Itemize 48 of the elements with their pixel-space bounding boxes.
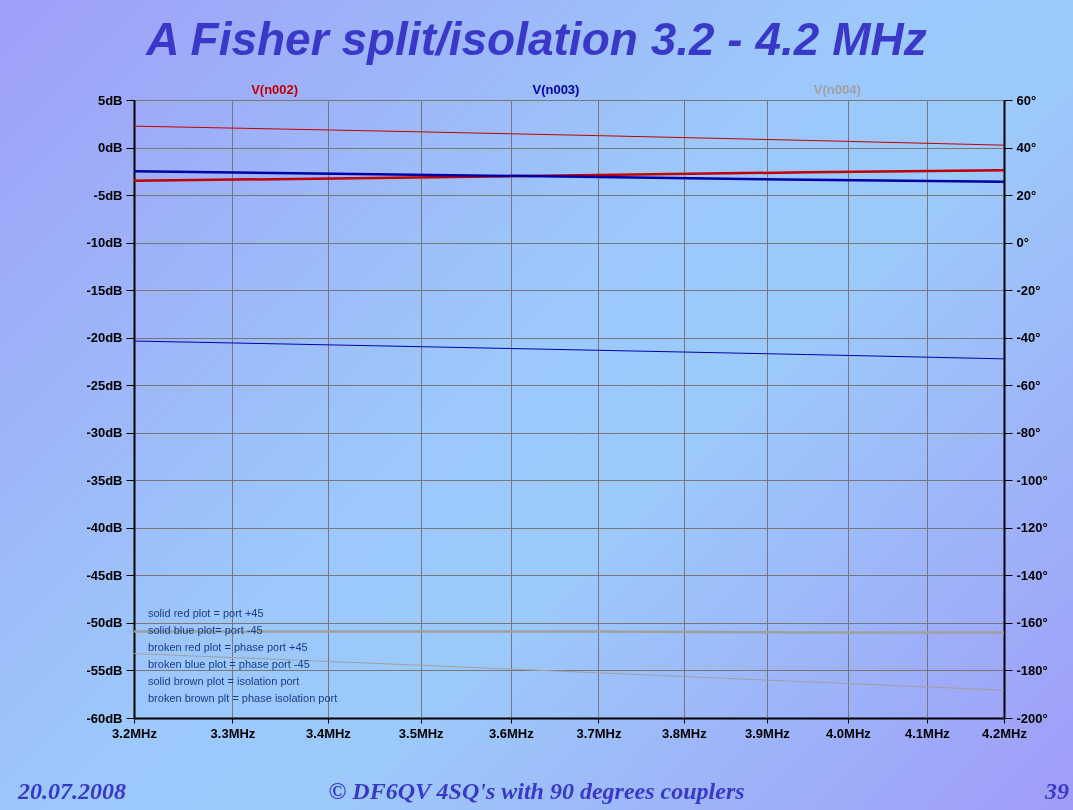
y2-tick-label: 20°: [1016, 187, 1037, 203]
text: V(n003): [532, 82, 580, 97]
x-tick-label: 3.9MHz: [745, 725, 791, 741]
x-tick-label: 3.8MHz: [661, 725, 708, 741]
x-tick-label: 4.0MHz: [826, 725, 872, 741]
y-tick-label: 0dB: [97, 140, 123, 156]
x-tick-label: 4.1MHz: [905, 725, 951, 741]
annotation: broken red plot = phase port +45: [148, 641, 308, 653]
text: © DF6QV 4SQ's with 90 degrees couplers: [328, 778, 745, 804]
text: 20.07.2008: [18, 778, 126, 805]
x-tick-label: 4.2MHz: [982, 725, 1028, 741]
y2-tick-label: -200°: [1016, 710, 1048, 726]
y2-tick-label: -120°: [1016, 520, 1048, 536]
y2-tick-label: -20°: [1016, 282, 1041, 298]
y-tick-label: -35dB: [86, 472, 123, 488]
y-tick-label: -5dB: [93, 187, 123, 203]
y2-tick-label: 0°: [1016, 235, 1029, 251]
y-tick-label: -50dB: [86, 615, 123, 631]
text: V(n004): [813, 82, 861, 97]
x-tick-label: 3.4MHz: [306, 725, 352, 741]
text: 39: [1045, 778, 1069, 805]
x-tick-label: 3.6MHz: [488, 725, 535, 741]
y2-tick-label: -160°: [1016, 615, 1048, 631]
x-tick-label: 3.5MHz: [398, 725, 445, 741]
y2-tick-label: -80°: [1016, 425, 1041, 441]
y2-tick-label: -100°: [1016, 472, 1048, 488]
y-tick-label: 5dB: [97, 92, 123, 108]
x-tick-label: 3.7MHz: [576, 725, 622, 741]
y-tick-label: -10dB: [86, 235, 123, 251]
x-tick-label: 3.3MHz: [210, 725, 256, 741]
y-tick-label: -30dB: [86, 425, 123, 441]
y2-tick-label: 40°: [1016, 140, 1037, 156]
annotation: solid blue plot= port -45: [148, 624, 263, 636]
y2-tick-label: 60°: [1016, 92, 1037, 108]
y2-tick-label: -40°: [1016, 330, 1041, 346]
y2-tick-label: -180°: [1016, 662, 1048, 678]
text: V(n002): [251, 82, 299, 97]
y-tick-label: -25dB: [86, 377, 123, 393]
y2-tick-label: -140°: [1016, 567, 1048, 583]
chart-title: A Fisher split/isolation 3.2 - 4.2 MHz: [144, 12, 928, 66]
y-tick-label: -60dB: [86, 710, 123, 726]
x-tick-label: 3.2MHz: [112, 725, 158, 741]
y-tick-label: -40dB: [86, 520, 123, 536]
y-tick-label: -15dB: [86, 282, 123, 298]
y2-tick-label: -60°: [1016, 377, 1041, 393]
y-tick-label: -20dB: [86, 330, 123, 346]
y-tick-label: -45dB: [86, 567, 123, 583]
y-tick-label: -55dB: [86, 662, 123, 678]
